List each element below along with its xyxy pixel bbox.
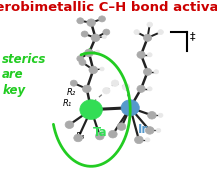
Circle shape	[111, 80, 119, 86]
Circle shape	[145, 138, 150, 142]
Text: R₂: R₂	[67, 88, 76, 97]
Circle shape	[89, 66, 98, 74]
Circle shape	[145, 127, 154, 134]
Text: Heterobimetallic C–H bond activation: Heterobimetallic C–H bond activation	[0, 1, 217, 14]
Text: ‡: ‡	[190, 31, 195, 41]
Circle shape	[158, 30, 163, 35]
Circle shape	[102, 35, 106, 39]
Circle shape	[137, 85, 145, 92]
Circle shape	[100, 67, 104, 71]
Circle shape	[65, 121, 74, 129]
Circle shape	[87, 19, 95, 26]
Text: R₃: R₃	[76, 132, 85, 141]
Circle shape	[74, 134, 82, 142]
Text: R₁: R₁	[63, 99, 72, 108]
Circle shape	[147, 53, 152, 57]
Circle shape	[77, 18, 84, 24]
Circle shape	[108, 130, 117, 138]
Circle shape	[80, 100, 102, 119]
Circle shape	[70, 80, 77, 86]
Circle shape	[77, 56, 84, 62]
Circle shape	[117, 123, 126, 130]
Circle shape	[137, 51, 145, 58]
Circle shape	[103, 88, 110, 94]
Circle shape	[154, 70, 159, 74]
Circle shape	[147, 22, 153, 27]
Circle shape	[79, 59, 86, 65]
Text: Ir: Ir	[138, 123, 148, 136]
Circle shape	[82, 85, 91, 93]
Circle shape	[156, 128, 161, 132]
Circle shape	[91, 34, 100, 42]
Circle shape	[99, 16, 105, 22]
Circle shape	[121, 100, 139, 116]
Circle shape	[95, 50, 100, 54]
Circle shape	[134, 30, 140, 35]
Circle shape	[143, 68, 152, 75]
Circle shape	[135, 136, 143, 144]
Circle shape	[95, 132, 104, 140]
Circle shape	[122, 84, 130, 90]
Text: sterics
are
key: sterics are key	[2, 53, 46, 97]
Circle shape	[143, 34, 152, 41]
Circle shape	[148, 112, 156, 119]
Text: Ta: Ta	[92, 126, 107, 139]
Circle shape	[85, 49, 93, 57]
Circle shape	[81, 31, 88, 37]
Circle shape	[158, 113, 163, 117]
Circle shape	[103, 29, 110, 35]
Circle shape	[147, 87, 152, 91]
